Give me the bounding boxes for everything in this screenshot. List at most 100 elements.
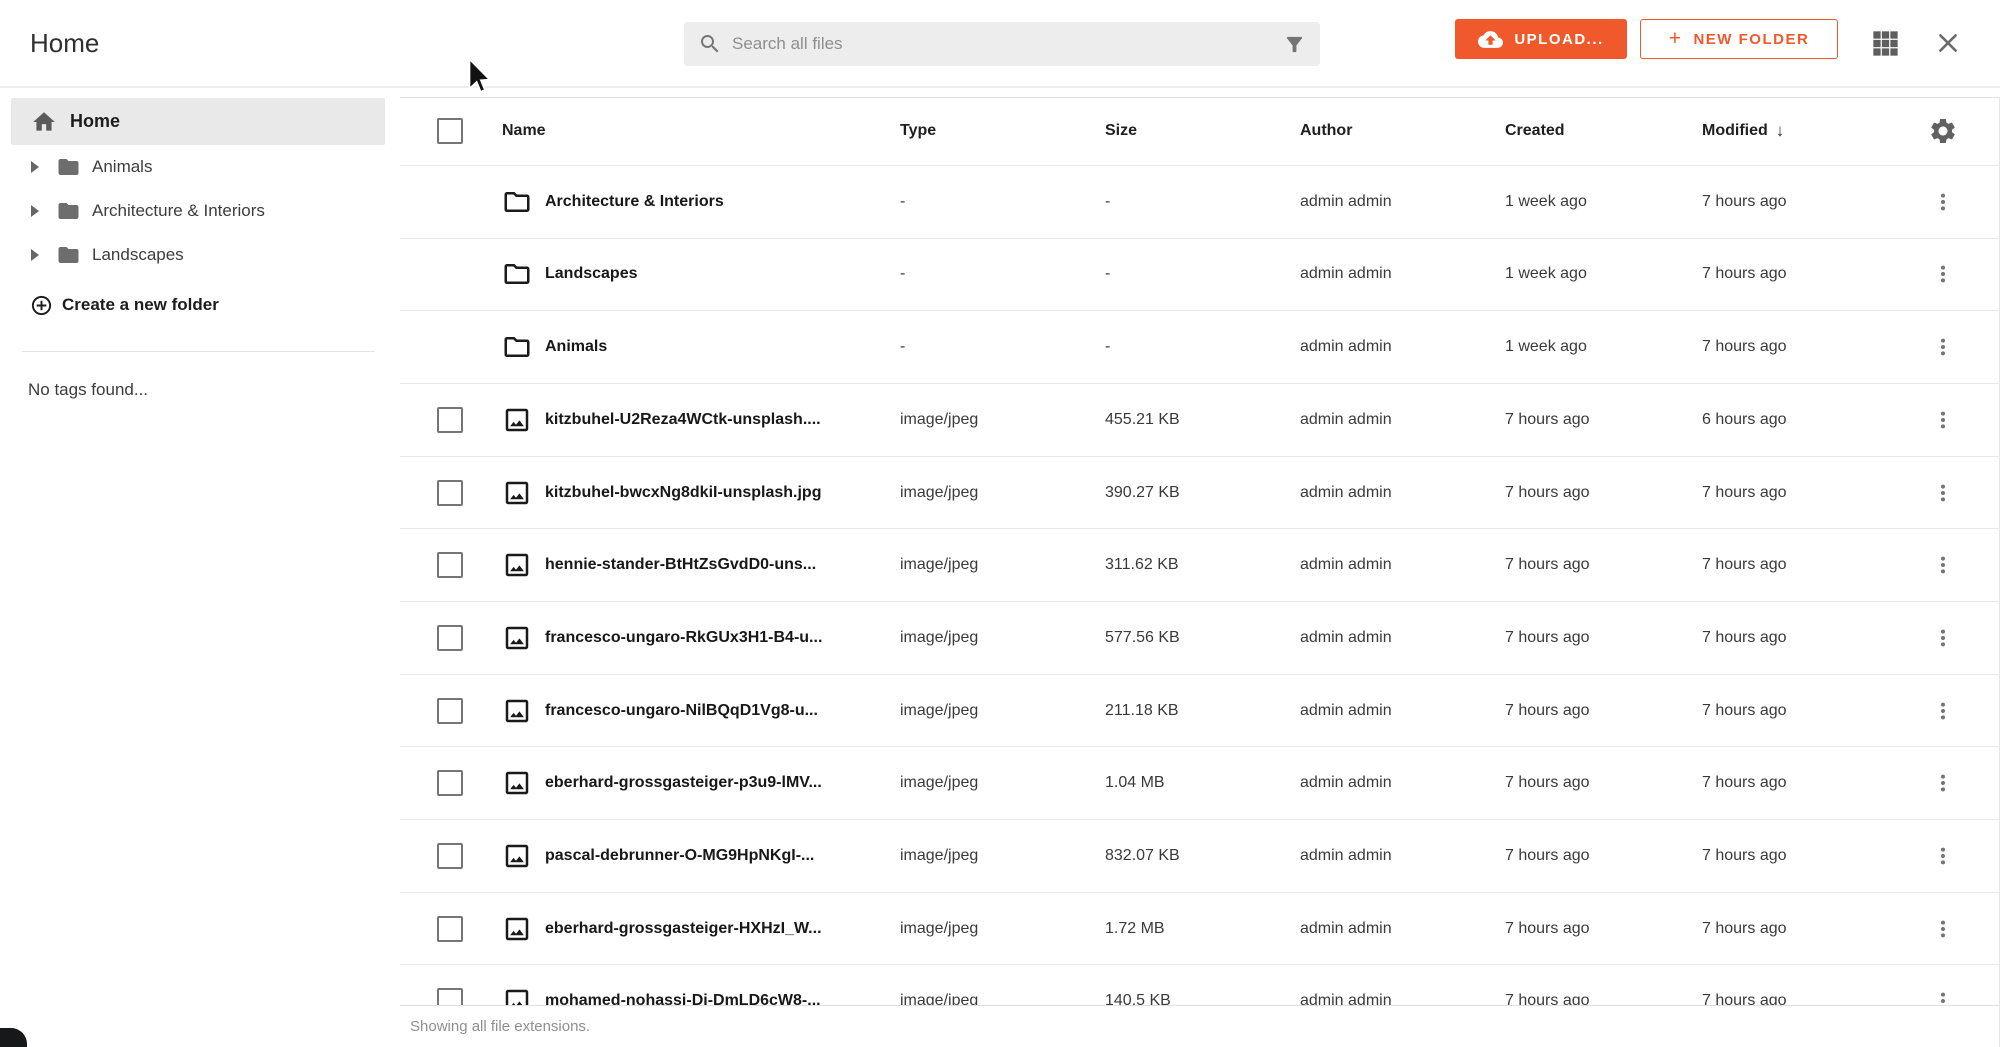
row-modified: 7 hours ago — [1702, 992, 1787, 1006]
row-checkbox[interactable] — [437, 988, 463, 1006]
row-name[interactable]: eberhard-grossgasteiger-p3u9-lMV... — [545, 774, 822, 792]
select-all-checkbox[interactable] — [437, 118, 463, 145]
column-header-modified[interactable]: Modified ↓ — [1702, 121, 1900, 141]
row-name[interactable]: francesco-ungaro-NilBQqD1Vg8-u... — [545, 701, 818, 719]
grid-view-toggle-button[interactable] — [1867, 25, 1903, 61]
column-header-created[interactable]: Created — [1505, 122, 1565, 140]
column-header-type[interactable]: Type — [900, 122, 937, 140]
row-type: image/jpeg — [900, 701, 979, 719]
search-bar[interactable] — [684, 22, 1320, 66]
row-checkbox[interactable] — [437, 915, 463, 942]
row-checkbox[interactable] — [437, 406, 463, 433]
list-settings-gear-icon[interactable] — [1928, 116, 1958, 146]
table-row[interactable]: eberhard-grossgasteiger-p3u9-lMV... imag… — [400, 747, 1999, 821]
row-author: admin admin — [1300, 265, 1392, 283]
chevron-right-icon[interactable] — [30, 205, 40, 217]
image-file-icon — [502, 986, 532, 1006]
row-name[interactable]: Landscapes — [545, 265, 638, 283]
column-header-author[interactable]: Author — [1300, 122, 1353, 140]
row-author: admin admin — [1300, 919, 1392, 937]
row-size: 140.5 KB — [1105, 992, 1171, 1006]
sidebar-item-home[interactable]: Home — [11, 98, 385, 145]
table-row[interactable]: Architecture & Interiors - - admin admin… — [400, 166, 1999, 239]
table-row[interactable]: kitzbuhel-bwcxNg8dkiI-unsplash.jpg image… — [400, 457, 1999, 530]
row-type: image/jpeg — [900, 483, 979, 501]
row-created: 7 hours ago — [1505, 556, 1590, 574]
cloud-upload-icon — [1478, 30, 1504, 48]
row-name[interactable]: francesco-ungaro-RkGUx3H1-B4-u... — [545, 628, 823, 646]
table-row[interactable]: hennie-stander-BtHtZsGvdD0-uns... image/… — [400, 529, 1999, 603]
chevron-right-icon[interactable] — [30, 161, 40, 173]
row-created: 7 hours ago — [1505, 919, 1590, 937]
row-menu-kebab-icon[interactable] — [1932, 696, 1954, 726]
row-menu-kebab-icon[interactable] — [1932, 986, 1954, 1005]
row-menu-kebab-icon[interactable] — [1932, 332, 1954, 362]
table-row[interactable]: mohamed-nohassi-Di-DmLD6cW8-... image/jp… — [400, 965, 1999, 1006]
row-menu-kebab-icon[interactable] — [1932, 478, 1954, 508]
row-menu-kebab-icon[interactable] — [1932, 259, 1954, 289]
row-author: admin admin — [1300, 701, 1392, 719]
row-checkbox[interactable] — [437, 770, 463, 797]
sidebar-folder-item[interactable]: Architecture & Interiors — [0, 189, 400, 233]
sidebar-folder-label: Animals — [92, 157, 153, 176]
image-file-icon — [502, 623, 532, 653]
table-row[interactable]: kitzbuhel-U2Reza4WCtk-unsplash.... image… — [400, 384, 1999, 457]
upload-button[interactable]: UPLOAD... — [1455, 19, 1627, 59]
table-row[interactable]: pascal-debrunner-O-MG9HpNKgI-... image/j… — [400, 820, 1999, 893]
row-menu-kebab-icon[interactable] — [1932, 841, 1954, 871]
row-name[interactable]: kitzbuhel-U2Reza4WCtk-unsplash.... — [545, 410, 821, 428]
row-created: 7 hours ago — [1505, 410, 1590, 428]
row-author: admin admin — [1300, 556, 1392, 574]
row-menu-kebab-icon[interactable] — [1932, 550, 1954, 580]
row-created: 7 hours ago — [1505, 628, 1590, 646]
row-checkbox[interactable] — [437, 842, 463, 869]
row-menu-kebab-icon[interactable] — [1932, 187, 1954, 217]
row-checkbox[interactable] — [437, 479, 463, 506]
topbar: Home UPLOAD... + NEW FOLDER — [0, 0, 2000, 88]
column-header-name[interactable]: Name — [502, 122, 546, 140]
row-created: 1 week ago — [1505, 265, 1587, 283]
close-button[interactable] — [1930, 25, 1966, 61]
row-name[interactable]: hennie-stander-BtHtZsGvdD0-uns... — [545, 556, 817, 574]
row-author: admin admin — [1300, 628, 1392, 646]
table-row[interactable]: Landscapes - - admin admin 1 week ago 7 … — [400, 239, 1999, 312]
row-size: - — [1105, 192, 1111, 210]
folder-icon — [502, 259, 532, 289]
row-name[interactable]: eberhard-grossgasteiger-HXHzI_W... — [545, 919, 822, 937]
table-row[interactable]: Animals - - admin admin 1 week ago 7 hou… — [400, 311, 1999, 384]
row-name[interactable]: kitzbuhel-bwcxNg8dkiI-unsplash.jpg — [545, 483, 822, 501]
sidebar-folder-item[interactable]: Landscapes — [0, 233, 400, 277]
row-name[interactable]: mohamed-nohassi-Di-DmLD6cW8-... — [545, 992, 821, 1006]
row-menu-kebab-icon[interactable] — [1932, 768, 1954, 798]
row-size: 211.18 KB — [1105, 701, 1179, 719]
image-file-icon — [502, 550, 532, 580]
column-header-modified-label: Modified — [1702, 122, 1768, 140]
table-row[interactable]: francesco-ungaro-RkGUx3H1-B4-u... image/… — [400, 602, 1999, 675]
folder-icon — [502, 332, 532, 362]
row-size: 832.07 KB — [1105, 846, 1180, 864]
chevron-right-icon[interactable] — [30, 249, 40, 261]
status-bar: Showing all file extensions. — [400, 1005, 1999, 1047]
table-row[interactable]: eberhard-grossgasteiger-HXHzI_W... image… — [400, 893, 1999, 966]
new-folder-button[interactable]: + NEW FOLDER — [1640, 19, 1838, 59]
search-input[interactable] — [732, 34, 1283, 54]
row-author: admin admin — [1300, 410, 1392, 428]
row-checkbox[interactable] — [437, 697, 463, 724]
column-header-size[interactable]: Size — [1105, 122, 1138, 140]
row-checkbox[interactable] — [437, 552, 463, 579]
row-checkbox[interactable] — [437, 624, 463, 651]
row-type: - — [900, 192, 906, 210]
row-name[interactable]: Animals — [545, 338, 608, 356]
table-row[interactable]: francesco-ungaro-NilBQqD1Vg8-u... image/… — [400, 675, 1999, 748]
row-name[interactable]: pascal-debrunner-O-MG9HpNKgI-... — [545, 846, 815, 864]
grid-view-icon — [1872, 30, 1898, 56]
plus-icon: + — [1668, 26, 1683, 50]
row-menu-kebab-icon[interactable] — [1932, 914, 1954, 944]
filter-icon[interactable] — [1283, 33, 1306, 56]
row-menu-kebab-icon[interactable] — [1932, 405, 1954, 435]
row-size: 1.04 MB — [1105, 774, 1165, 792]
create-new-folder-button[interactable]: Create a new folder — [0, 281, 400, 329]
row-name[interactable]: Architecture & Interiors — [545, 192, 724, 210]
sidebar-folder-item[interactable]: Animals — [0, 145, 400, 189]
row-menu-kebab-icon[interactable] — [1932, 623, 1954, 653]
